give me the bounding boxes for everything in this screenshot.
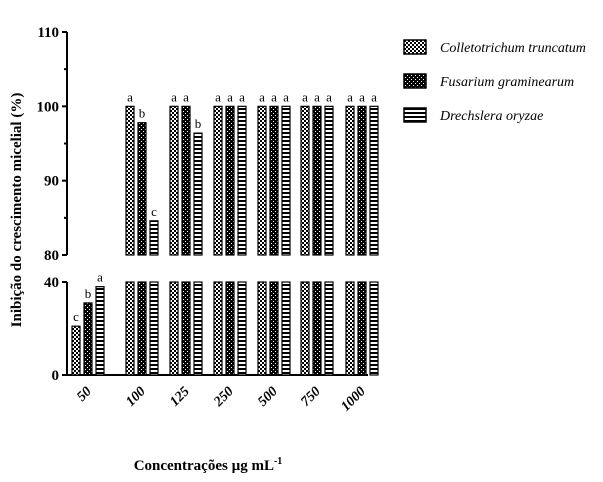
sig-letter-125-s2: a (183, 89, 189, 104)
bar-750-s1 (300, 105, 310, 256)
x-axis-label-main: Concentrações µg mL (134, 458, 274, 474)
bar-50-s2 (83, 302, 93, 376)
y-tick-label-110: 110 (37, 25, 59, 41)
bar-125-s3 (193, 132, 203, 256)
bar-100-s1 (125, 105, 135, 256)
y-axis-label: Inibição do crescimento micelial (%) (9, 93, 25, 328)
bar-1000-s2-lower (357, 281, 367, 376)
bar-250-s3-lower (237, 281, 247, 376)
x-axis-label: Concentrações µg mL-1 (134, 456, 283, 474)
bar-100-s2-lower (137, 281, 147, 376)
bar-50-s3 (95, 286, 105, 376)
legend-swatch-s2 (403, 73, 427, 89)
bar-1000-s3-lower (369, 281, 379, 376)
sig-letter-100-s3: c (151, 204, 157, 219)
x-tick-label-125: 125 (167, 384, 192, 409)
sig-letter-100-s1: a (127, 89, 133, 104)
bar-1000-s1-lower (345, 281, 355, 376)
y-tick-label-90: 90 (44, 174, 59, 190)
x-tick-label-1000: 1000 (338, 384, 368, 414)
y-tick-label-40: 40 (44, 275, 59, 291)
bar-100-s2 (137, 122, 147, 256)
bars (71, 105, 379, 376)
sig-letter-50-s1: c (73, 309, 79, 324)
bar-500-s3-lower (281, 281, 291, 376)
bar-125-s2-lower (181, 281, 191, 376)
sig-letter-500-s3: a (283, 89, 289, 104)
bar-100-s3 (149, 220, 159, 256)
bar-1000-s2 (357, 105, 367, 256)
bar-250-s2 (225, 105, 235, 256)
bar-250-s1-lower (213, 281, 223, 376)
sig-letter-250-s3: a (239, 89, 245, 104)
bar-100-s3-lower (149, 281, 159, 376)
legend-label-s3: Drechslera oryzae (439, 109, 543, 124)
x-tick-label-100: 100 (123, 384, 148, 409)
x-tick-label-750: 750 (298, 384, 323, 409)
sig-letter-750-s2: a (314, 89, 320, 104)
bar-750-s2-lower (312, 281, 322, 376)
bar-750-s3-lower (324, 281, 334, 376)
bar-1000-s1 (345, 105, 355, 256)
sig-letter-500-s2: a (271, 89, 277, 104)
sig-letter-1000-s3: a (371, 89, 377, 104)
x-tick-label-500: 500 (255, 384, 280, 409)
bar-500-s2-lower (269, 281, 279, 376)
bar-50-s1 (71, 325, 81, 376)
sig-letter-500-s1: a (259, 89, 265, 104)
bar-750-s3 (324, 105, 334, 256)
sig-letter-100-s2: b (139, 106, 146, 121)
sig-letter-250-s1: a (215, 89, 221, 104)
sig-letter-125-s3: b (195, 116, 202, 131)
sig-letter-125-s1: a (171, 89, 177, 104)
bar-1000-s3 (369, 105, 379, 256)
sig-letter-750-s1: a (302, 89, 308, 104)
bar-500-s1-lower (257, 281, 267, 376)
bar-750-s1-lower (300, 281, 310, 376)
legend: Colletotrichum truncatum Fusarium gramine… (403, 39, 586, 124)
sig-letter-50-s2: b (85, 286, 92, 301)
y-tick-label-100: 100 (37, 99, 60, 115)
bar-250-s1 (213, 105, 223, 256)
bar-250-s3 (237, 105, 247, 256)
legend-swatch-s1 (403, 39, 427, 55)
bar-125-s2 (181, 105, 191, 256)
bar-500-s2 (269, 105, 279, 256)
sig-letter-1000-s2: a (359, 89, 365, 104)
bar-100-s1-lower (125, 281, 135, 376)
bar-125-s3-lower (193, 281, 203, 376)
y-tick-label-0: 0 (52, 368, 60, 384)
bar-750-s2 (312, 105, 322, 256)
bar-500-s1 (257, 105, 267, 256)
sig-letter-750-s3: a (326, 89, 332, 104)
y-tick-label-80: 80 (44, 248, 59, 264)
bar-500-s3 (281, 105, 291, 256)
legend-label-s1: Colletotrichum truncatum (440, 41, 586, 56)
sig-letter-250-s2: a (227, 89, 233, 104)
x-tick-label-50: 50 (74, 384, 95, 405)
sig-letter-50-s3: a (97, 270, 103, 285)
bar-125-s1 (169, 105, 179, 256)
x-axis-label-exponent: -1 (274, 456, 282, 467)
legend-label-s2: Fusarium graminearum (439, 75, 574, 90)
bar-125-s1-lower (169, 281, 179, 376)
x-tick-labels: 50 100 125 250 500 750 1000 (74, 384, 369, 414)
sig-letter-1000-s1: a (347, 89, 353, 104)
bar-250-s2-lower (225, 281, 235, 376)
legend-swatch-s3 (403, 107, 427, 123)
x-tick-label-250: 250 (211, 384, 237, 410)
